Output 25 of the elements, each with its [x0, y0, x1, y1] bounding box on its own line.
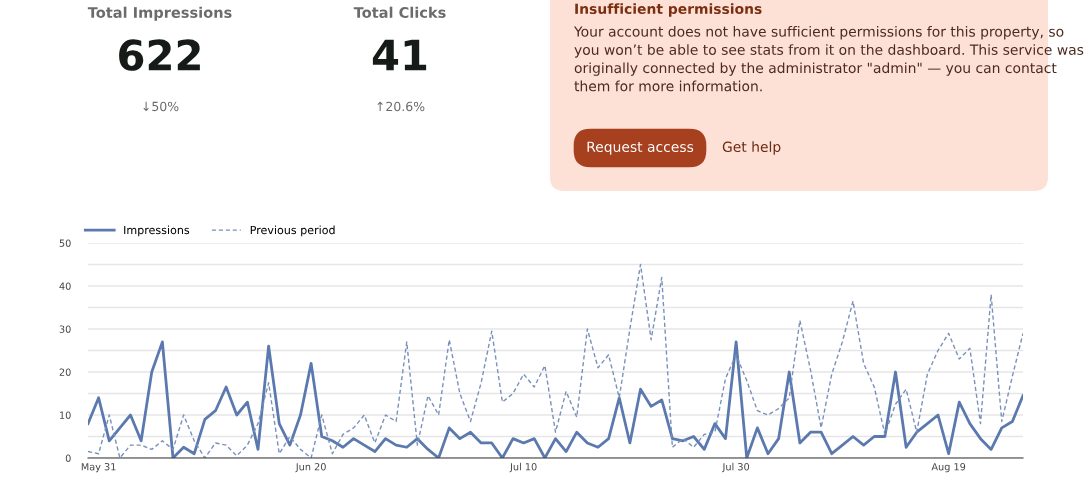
text: Total Clicks — [353, 6, 446, 18]
text: Your account does not have sufficient permissions for this property, so you won’t be able to see stats from it on the dashboard. This service was originally connected by the administrator "admin" — you can contact them for more information. — [573, 26, 1084, 92]
text: 622 — [119, 39, 200, 71]
x-tick-label: Jun 20 — [295, 463, 326, 473]
text: ↓50% — [143, 101, 179, 112]
x-tick-label: May 31 — [81, 463, 116, 473]
y-tick-label: 0 — [65, 454, 71, 462]
text: Total Impressions — [87, 6, 232, 21]
y-tick-label: 10 — [60, 411, 71, 419]
text: 41 — [372, 39, 427, 71]
y-tick-label: 40 — [59, 282, 71, 290]
line-series — [88, 263, 1023, 458]
y-tick-label: 20 — [59, 368, 71, 376]
legend-label: Impressions — [124, 225, 190, 237]
legend-label: Previous period — [250, 225, 335, 237]
y-tick-label: 30 — [59, 325, 71, 333]
text: Insufficient permissions — [575, 3, 762, 17]
text: ↑20.6% — [377, 101, 425, 112]
y-tick-label: 50 — [59, 239, 71, 247]
x-tick-label: Aug 19 — [931, 463, 966, 473]
line-series — [88, 340, 1023, 458]
text: Request access — [587, 141, 694, 155]
x-tick-label: Jul 10 — [509, 462, 537, 473]
x-tick-label: Jul 30 — [722, 462, 750, 473]
text: Get help — [722, 141, 781, 155]
